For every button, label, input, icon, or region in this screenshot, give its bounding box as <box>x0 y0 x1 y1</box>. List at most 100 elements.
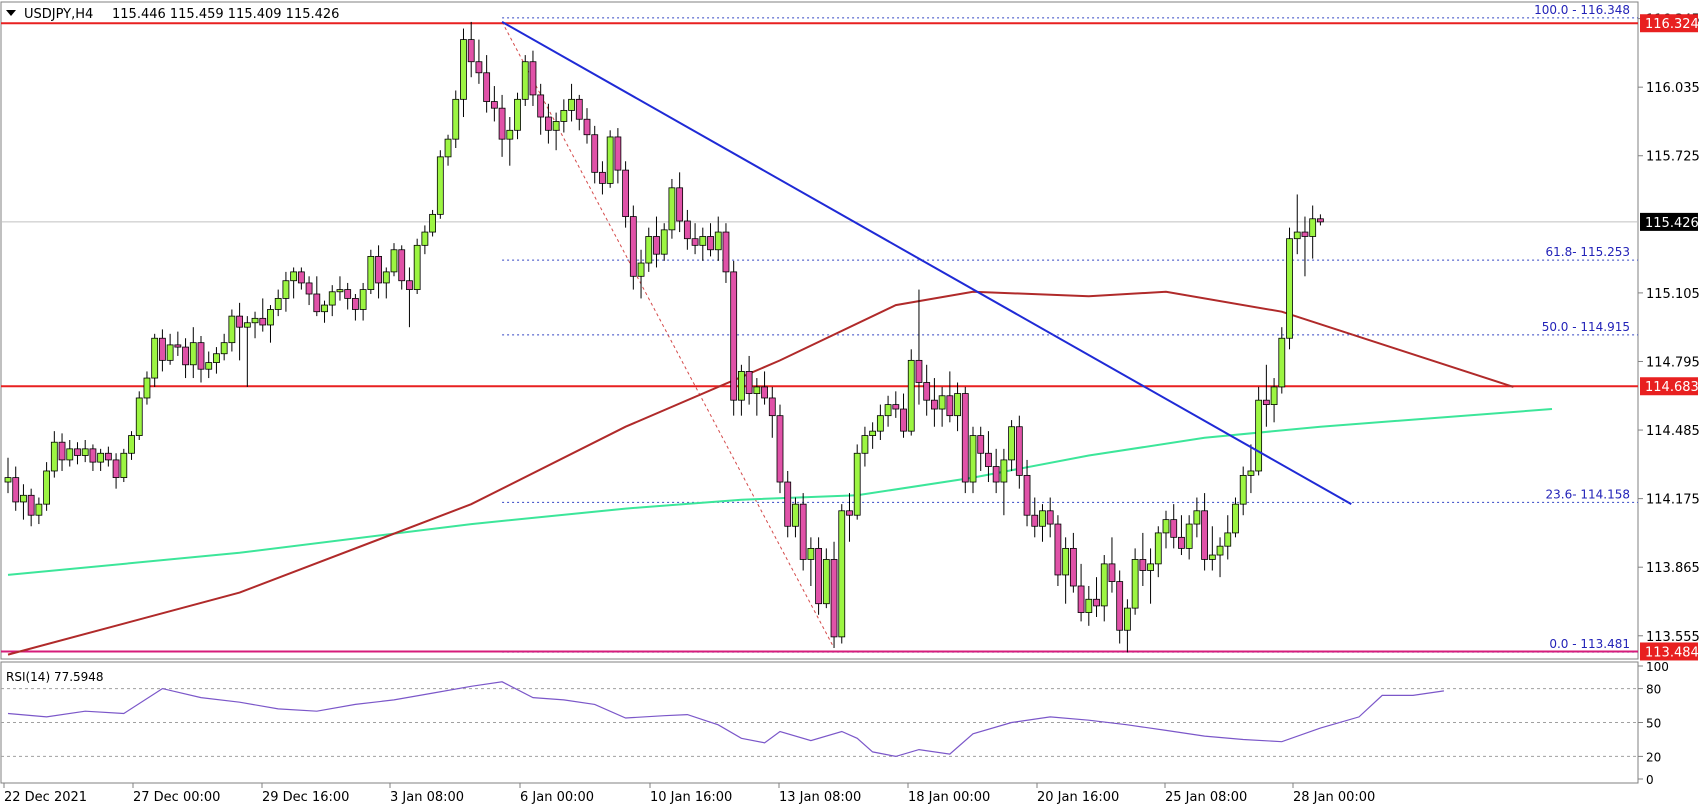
candle-body <box>1154 532 1162 565</box>
fib-dotted-trend <box>501 21 835 649</box>
candle-body <box>838 510 846 638</box>
candle-body <box>807 547 815 560</box>
candle-body <box>1239 474 1247 505</box>
candle-body <box>923 382 931 401</box>
dropdown-triangle-icon[interactable] <box>6 10 16 16</box>
candle-body <box>213 353 220 363</box>
moving-averages <box>7 290 1553 656</box>
rsi-tick-label: 20 <box>1646 750 1661 764</box>
candle-body <box>1046 510 1054 525</box>
candle-body <box>460 39 467 100</box>
rsi-indicator: 100 80 50 20 0 <box>1 660 1669 787</box>
descending-trendline <box>501 21 1352 506</box>
candle-body <box>653 236 660 255</box>
candle-body <box>768 397 776 417</box>
candle-body <box>135 397 143 436</box>
price-tick-label: 116.035 <box>1646 81 1700 96</box>
candle-body <box>406 280 413 290</box>
candle-body <box>66 448 74 461</box>
candle-body <box>822 559 830 605</box>
candle-body <box>1262 399 1270 406</box>
candle-body <box>1077 585 1085 613</box>
candle-body <box>1124 607 1131 631</box>
rsi-line <box>7 681 1444 758</box>
candle-body <box>498 107 506 140</box>
time-tick-label: 25 Jan 08:00 <box>1165 790 1247 805</box>
candle-body <box>575 98 583 120</box>
candle-body <box>1278 337 1286 388</box>
candle-body <box>120 452 128 479</box>
candle-body <box>660 229 668 255</box>
candle-body <box>344 289 352 299</box>
symbol-header: USDJPY,H4 <box>24 7 93 22</box>
candle-body <box>166 344 174 361</box>
candle-body <box>745 371 753 394</box>
price-tick-label: 113.865 <box>1646 561 1700 576</box>
moving-average-red <box>7 290 1514 656</box>
candle-body <box>74 448 81 456</box>
candle-body <box>1232 503 1239 534</box>
candle-body <box>104 452 112 461</box>
candle-body <box>846 510 853 516</box>
fib-level-label: 23.6- 114.158 <box>1546 487 1631 501</box>
candle-body <box>637 262 645 277</box>
candle-body <box>1031 514 1039 527</box>
candle-body <box>730 271 738 401</box>
resistance-tag: 116.324 <box>1645 17 1699 32</box>
candle-body <box>375 255 382 284</box>
candle-body <box>328 291 336 306</box>
candle-body <box>676 187 684 222</box>
candle-body <box>444 138 452 158</box>
candle-body <box>529 61 537 96</box>
candle-body <box>552 121 560 131</box>
candle-body <box>606 136 614 184</box>
candle-body <box>89 448 97 463</box>
candle-body <box>336 289 344 293</box>
candle-body <box>830 559 838 638</box>
time-tick-label: 6 Jan 00:00 <box>520 790 594 805</box>
candle-body <box>297 271 305 284</box>
candle-body <box>977 435 985 454</box>
horizontal-lines[interactable] <box>1 22 1638 653</box>
candle-body <box>182 346 189 366</box>
candle-body <box>915 359 923 383</box>
candle-body <box>475 61 483 74</box>
candle-body <box>622 169 629 217</box>
candle-body <box>583 118 591 136</box>
time-tick-label: 10 Jan 16:00 <box>650 790 732 805</box>
candle-body <box>599 171 606 184</box>
price-tick-label: 114.485 <box>1646 424 1700 439</box>
fib-level-label: 0.0 - 113.481 <box>1549 637 1630 651</box>
candlesticks <box>4 21 1324 653</box>
candle-body <box>27 494 35 516</box>
candle-body <box>1270 386 1278 406</box>
trendline[interactable] <box>501 21 1352 506</box>
fibonacci-retracement[interactable]: 100.0 - 116.348 61.8- 115.253 50.0 - 114.9… <box>501 3 1638 653</box>
candle-body <box>614 136 622 171</box>
candle-body <box>1085 598 1093 613</box>
candle-body <box>884 404 892 417</box>
candle-body <box>1069 547 1077 587</box>
support-tag: 114.683 <box>1645 380 1699 395</box>
candle-body <box>1039 510 1046 527</box>
candle-body <box>992 466 1000 483</box>
candle-body <box>158 337 166 361</box>
candle-body <box>1208 554 1216 560</box>
rsi-tick-label: 80 <box>1646 683 1661 697</box>
price-tick-label: 115.105 <box>1646 287 1700 302</box>
candle-body <box>545 116 552 131</box>
candle-body <box>753 386 761 394</box>
candle-body <box>668 187 676 231</box>
candle-body <box>1286 238 1293 339</box>
candle-body <box>351 298 359 310</box>
candle-body <box>228 315 236 344</box>
support-bottom-tag-bg <box>1640 642 1698 661</box>
candle-body <box>1062 547 1070 576</box>
candle-body <box>537 94 545 118</box>
candle-body <box>876 415 884 432</box>
candle-body <box>112 459 120 479</box>
candle-body <box>1023 474 1031 516</box>
candle-body <box>35 503 43 516</box>
current-price-tag-bg <box>1640 212 1698 231</box>
